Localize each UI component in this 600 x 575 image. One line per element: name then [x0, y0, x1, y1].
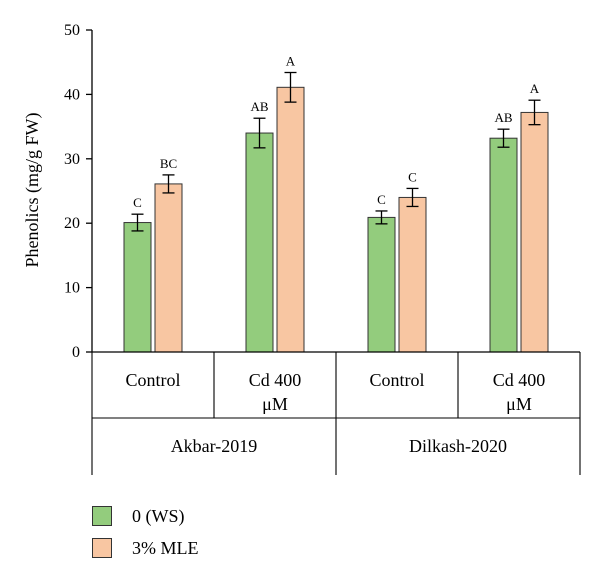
- bar: [367, 216, 396, 353]
- category-label: μM: [506, 394, 532, 414]
- significance-letter: AB: [494, 110, 512, 125]
- x-axis: Control Cd 400 μM Control Cd 400 μM Akbar-2019…: [91, 351, 581, 475]
- category-label: Cd 400: [493, 370, 546, 390]
- significance-letter: BC: [160, 156, 177, 171]
- bar: [245, 132, 274, 353]
- category-label: Control: [125, 370, 180, 390]
- bar: [398, 196, 427, 353]
- group-label: Akbar-2019: [171, 436, 258, 456]
- y-axis-title: Phenolics (mg/g FW): [22, 113, 43, 268]
- legend-swatch-ws: [92, 506, 112, 526]
- group-label: Dilkash-2020: [409, 436, 507, 456]
- bar: [520, 111, 549, 353]
- y-tick-label: 10: [64, 280, 80, 297]
- legend-item-mle: 3% MLE: [92, 535, 199, 561]
- legend-swatch-mle: [92, 538, 112, 558]
- bar: [154, 183, 183, 353]
- y-tick-label: 0: [72, 344, 80, 361]
- significance-letter: C: [408, 169, 417, 184]
- significance-letter: A: [286, 54, 296, 69]
- significance-letter: C: [377, 192, 386, 207]
- y-tick-label: 50: [64, 22, 80, 39]
- bar: [123, 222, 152, 353]
- legend-label-mle: 3% MLE: [132, 537, 199, 558]
- category-label: μM: [262, 394, 288, 414]
- bar: [276, 86, 305, 353]
- y-tick-label: 30: [64, 151, 80, 168]
- category-label: Cd 400: [249, 370, 302, 390]
- y-tick-label: 20: [64, 215, 80, 232]
- significance-letter: A: [530, 81, 540, 96]
- significance-letter: C: [133, 195, 142, 210]
- significance-letter: AB: [250, 99, 268, 114]
- bar: [489, 137, 518, 353]
- y-axis: 0 10 20 30 40 50: [64, 22, 93, 361]
- legend-item-ws: 0 (WS): [92, 503, 199, 529]
- y-tick-label: 40: [64, 86, 80, 103]
- legend: 0 (WS) 3% MLE: [92, 503, 199, 567]
- bars: C BC AB A C C AB A: [123, 54, 549, 353]
- legend-label-ws: 0 (WS): [132, 505, 185, 526]
- category-label: Control: [369, 370, 424, 390]
